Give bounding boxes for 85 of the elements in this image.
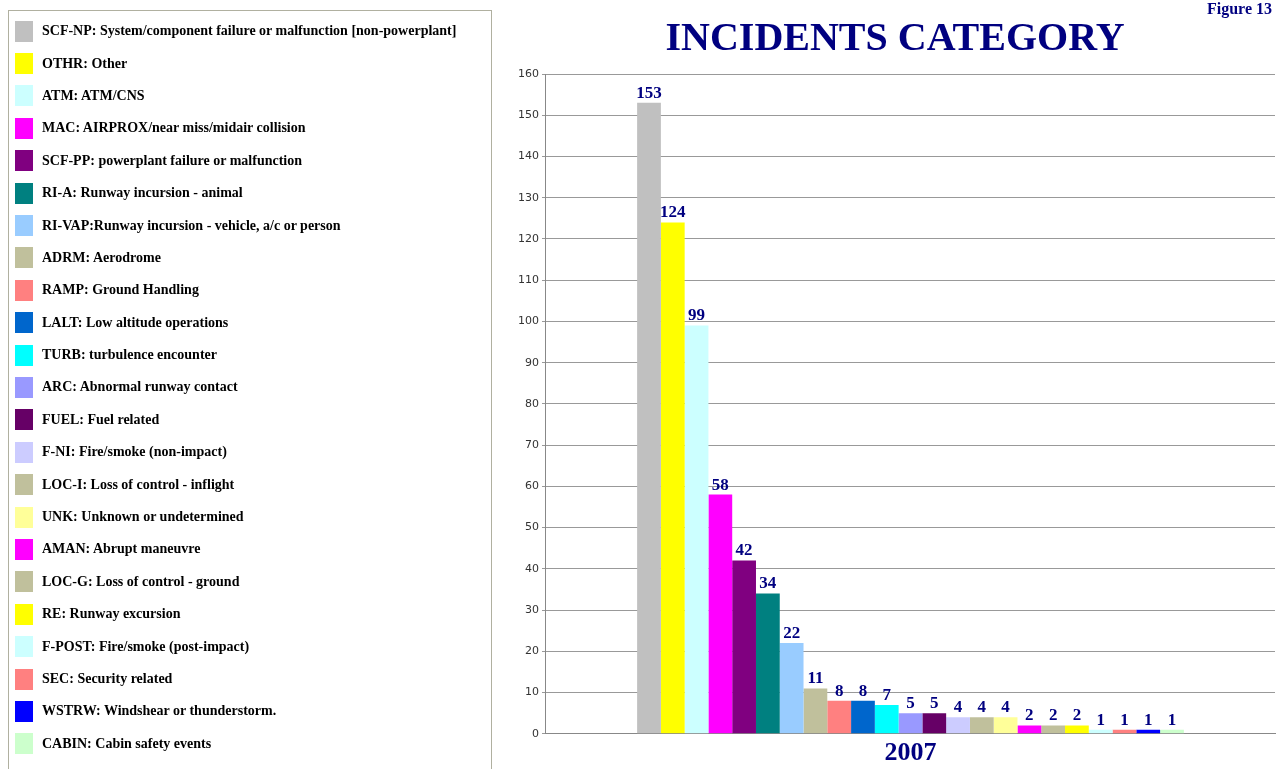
data-label: 7 <box>882 684 892 704</box>
y-tick-label: 140 <box>518 149 539 163</box>
legend-label: CABIN: Cabin safety events <box>42 735 212 752</box>
data-label: 124 <box>660 202 687 222</box>
y-tick-label: 40 <box>525 561 539 575</box>
y-tick-label: 120 <box>518 231 539 245</box>
legend-label: LOC-G: Loss of control - ground <box>42 573 240 590</box>
y-tick-label: 150 <box>518 108 539 122</box>
bar <box>1065 725 1089 734</box>
y-tick-label: 110 <box>518 273 539 287</box>
data-label: 2 <box>1025 705 1034 725</box>
legend-label: LOC-I: Loss of control - inflight <box>42 476 235 493</box>
data-label: 22 <box>783 622 801 642</box>
data-label: 8 <box>834 680 844 700</box>
legend-label: FUEL: Fuel related <box>42 411 160 428</box>
caption: Figure 13 <box>1206 0 1272 18</box>
data-label: 5 <box>906 693 915 713</box>
legend-label: OTHR: Other <box>42 55 128 72</box>
legend-label: TURB: turbulence encounter <box>42 347 217 364</box>
bar <box>637 102 661 734</box>
data-label: 2 <box>1048 705 1058 725</box>
legend-label: WSTRW: Windshear or thunderstorm. <box>42 703 277 720</box>
y-tick-label: 10 <box>525 685 539 699</box>
legend-label: UNK: Unknown or undetermined <box>42 509 244 526</box>
legend-label: ARC: Abnormal runway contact <box>42 379 238 396</box>
legend-label: RAMP: Ground Handling <box>42 282 199 299</box>
data-label: 1 <box>1143 709 1153 729</box>
y-tick-label: 0 <box>532 726 539 740</box>
data-label: 58 <box>711 474 729 494</box>
bar <box>946 717 970 734</box>
bar <box>732 560 756 734</box>
data-label: 99 <box>688 305 706 325</box>
data-label: 1 <box>1096 709 1105 729</box>
data-label: 11 <box>807 668 824 688</box>
y-tick-label: 60 <box>525 479 539 493</box>
bar <box>993 717 1018 734</box>
bar <box>1041 725 1066 734</box>
bar <box>1017 725 1042 734</box>
y-tick-label: 80 <box>525 396 539 410</box>
y-tick-label: 160 <box>518 66 539 80</box>
legend-label: RE: Runway excursion <box>42 606 181 623</box>
bar <box>684 325 709 734</box>
legend-label: SCF-NP: System/component failure or malfunction [non-powerplant] <box>42 23 457 40</box>
legend-label: AMAN: Abrupt maneuvre <box>42 541 201 558</box>
bar <box>803 688 828 734</box>
legend-label: SEC: Security related <box>42 671 173 687</box>
x-tick-label: 2007 <box>884 737 937 767</box>
y-tick-label: 90 <box>525 355 539 369</box>
legend-label: SCF-PP: powerplant failure or malfunction <box>42 152 303 169</box>
y-tick-label: 30 <box>525 602 539 616</box>
legend-label: ADRM: Aerodrome <box>42 249 161 266</box>
bar <box>779 643 804 734</box>
data-label: 34 <box>759 573 777 593</box>
y-tick-label: 130 <box>518 190 539 204</box>
data-label: 153 <box>636 82 662 102</box>
data-label: 2 <box>1072 705 1082 725</box>
legend-label: RI-A: Runway incursion - animal <box>42 185 243 202</box>
data-label: 4 <box>977 697 987 717</box>
data-label: 4 <box>953 697 963 717</box>
bar <box>851 700 875 734</box>
bar <box>827 700 852 734</box>
data-label: 1 <box>1167 709 1177 729</box>
bar <box>708 494 733 734</box>
legend-label: F-POST: Fire/smoke (post-impact) <box>42 638 250 655</box>
legend-label: F-NI: Fire/smoke (non-impact) <box>42 444 227 461</box>
y-tick-label: 100 <box>518 314 539 328</box>
bar <box>874 704 899 734</box>
data-label: 42 <box>735 540 753 560</box>
y-tick-label: 50 <box>525 520 539 534</box>
data-label: 4 <box>1001 697 1011 717</box>
data-label: 5 <box>930 693 939 713</box>
bar <box>898 713 923 734</box>
bar <box>969 717 994 734</box>
bar <box>755 593 780 734</box>
legend-label: ATM: ATM/CNS <box>42 87 145 104</box>
y-tick-label: 70 <box>525 438 539 451</box>
y-tick-label: 20 <box>525 644 539 658</box>
legend-label: LALT: Low altitude operations <box>42 314 229 331</box>
data-label: 1 <box>1120 709 1129 729</box>
legend-label: MAC: AIRPROX/near miss/midair collision <box>42 120 306 137</box>
bar <box>660 222 685 734</box>
chart-title: INCIDENTS CATEGORY <box>665 14 1125 60</box>
bar <box>922 713 947 734</box>
legend-label: RI-VAP:Runway incursion - vehicle, a/c or person <box>42 217 341 234</box>
data-label: 8 <box>858 680 868 700</box>
